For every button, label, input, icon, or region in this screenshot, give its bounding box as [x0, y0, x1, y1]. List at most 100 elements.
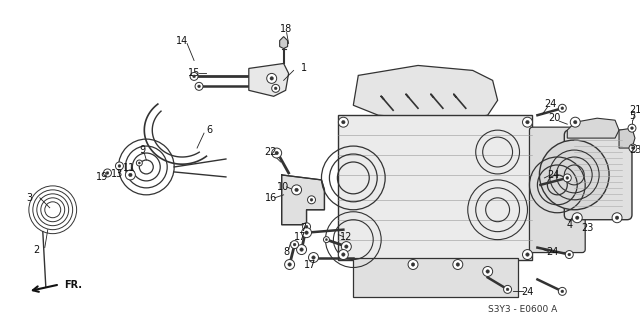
Circle shape: [412, 263, 415, 266]
Text: 3: 3: [27, 193, 33, 203]
Circle shape: [342, 253, 345, 256]
Text: 15: 15: [188, 68, 200, 78]
Circle shape: [272, 84, 280, 92]
Polygon shape: [282, 175, 324, 225]
Text: 24: 24: [544, 99, 557, 109]
Circle shape: [563, 174, 572, 182]
Circle shape: [568, 253, 571, 256]
Circle shape: [486, 270, 490, 273]
Circle shape: [339, 117, 348, 127]
Circle shape: [270, 77, 273, 80]
Circle shape: [291, 241, 299, 249]
FancyBboxPatch shape: [529, 127, 585, 252]
Circle shape: [296, 244, 307, 254]
Text: 18: 18: [280, 24, 292, 34]
Circle shape: [275, 151, 278, 155]
Circle shape: [292, 185, 301, 195]
Circle shape: [456, 263, 460, 266]
Circle shape: [342, 120, 345, 124]
Circle shape: [285, 260, 294, 269]
Circle shape: [136, 160, 142, 166]
Circle shape: [453, 260, 463, 269]
Text: 20: 20: [548, 113, 561, 123]
Text: 24: 24: [546, 247, 559, 257]
Circle shape: [125, 170, 135, 180]
Circle shape: [115, 162, 124, 170]
Circle shape: [295, 188, 298, 192]
Text: 23: 23: [581, 223, 593, 233]
Circle shape: [308, 196, 316, 204]
Circle shape: [525, 253, 529, 256]
Text: 16: 16: [264, 193, 277, 203]
Circle shape: [104, 169, 111, 177]
Circle shape: [195, 82, 203, 90]
Text: 1: 1: [301, 63, 307, 73]
Circle shape: [570, 117, 580, 127]
Circle shape: [612, 213, 622, 223]
Circle shape: [312, 256, 316, 259]
Circle shape: [300, 248, 303, 251]
Circle shape: [339, 250, 348, 260]
Polygon shape: [280, 36, 287, 49]
Text: 19: 19: [97, 172, 109, 182]
Circle shape: [275, 87, 277, 90]
Circle shape: [522, 250, 532, 260]
Text: 11: 11: [124, 163, 136, 173]
Circle shape: [506, 288, 509, 291]
Text: 22: 22: [264, 147, 277, 157]
Circle shape: [305, 231, 308, 234]
Circle shape: [561, 107, 564, 110]
Circle shape: [303, 223, 310, 231]
Text: 13: 13: [111, 169, 124, 179]
Circle shape: [293, 243, 296, 246]
Circle shape: [301, 228, 312, 238]
FancyBboxPatch shape: [564, 130, 632, 220]
Circle shape: [566, 177, 569, 179]
Text: FR.: FR.: [64, 280, 82, 291]
Circle shape: [288, 263, 291, 266]
Circle shape: [344, 245, 348, 248]
Circle shape: [118, 164, 121, 167]
Circle shape: [540, 140, 609, 210]
Circle shape: [310, 198, 313, 201]
Text: 9: 9: [140, 145, 145, 155]
Text: 17: 17: [294, 232, 307, 242]
Polygon shape: [619, 128, 635, 148]
Text: 14: 14: [176, 36, 188, 45]
Text: 8: 8: [284, 247, 290, 257]
Circle shape: [308, 252, 319, 262]
Circle shape: [138, 162, 140, 164]
Text: 24: 24: [522, 287, 534, 297]
Circle shape: [483, 267, 493, 276]
Circle shape: [106, 172, 109, 174]
Circle shape: [615, 216, 619, 220]
Text: 12: 12: [340, 232, 353, 242]
Circle shape: [129, 173, 132, 177]
Circle shape: [573, 120, 577, 124]
Circle shape: [198, 85, 200, 88]
Polygon shape: [249, 63, 289, 96]
Polygon shape: [353, 66, 498, 120]
Circle shape: [267, 73, 276, 84]
Circle shape: [558, 287, 566, 295]
Text: 17: 17: [305, 260, 317, 270]
Circle shape: [325, 239, 328, 241]
FancyBboxPatch shape: [353, 258, 518, 297]
Circle shape: [323, 236, 330, 243]
Circle shape: [630, 127, 634, 130]
Text: 24: 24: [547, 170, 559, 180]
Circle shape: [628, 124, 636, 132]
Circle shape: [341, 242, 351, 252]
Polygon shape: [567, 118, 619, 138]
Circle shape: [408, 260, 418, 269]
Text: 10: 10: [276, 182, 289, 192]
Circle shape: [632, 147, 634, 149]
Circle shape: [558, 104, 566, 112]
Text: S3Y3 - E0600 A: S3Y3 - E0600 A: [488, 305, 557, 314]
Text: 23: 23: [628, 145, 640, 155]
Circle shape: [504, 285, 511, 293]
Circle shape: [565, 251, 573, 259]
Text: 21: 21: [628, 105, 640, 115]
Text: 4: 4: [566, 220, 572, 230]
Text: 6: 6: [206, 125, 212, 135]
